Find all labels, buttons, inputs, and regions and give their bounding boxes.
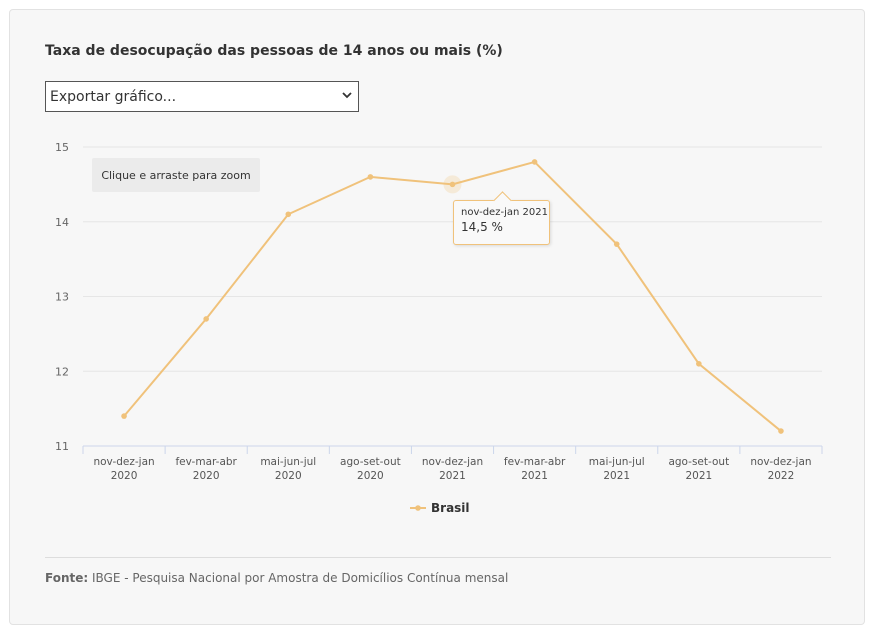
x-tick-label: ago-set-out 2021 xyxy=(668,456,729,482)
chart-title: Taxa de desocupação das pessoas de 14 an… xyxy=(45,43,503,59)
source-label: Fonte: xyxy=(45,571,89,585)
x-tick-label: nov-dez-jan 2022 xyxy=(750,456,811,482)
series-brasil xyxy=(121,159,784,434)
x-axis xyxy=(82,445,823,454)
chevron-down-icon xyxy=(342,92,352,99)
x-axis-tick-labels: nov-dez-jan 2020 fev-mar-abr 2020 mai-jun-ju… xyxy=(93,456,811,482)
zoom-hint-button[interactable]: Clique e arraste para zoom xyxy=(92,158,260,192)
data-point xyxy=(203,316,209,322)
y-tick-label: 13 xyxy=(55,291,69,304)
chart-card: Taxa de desocupação das pessoas de 14 an… xyxy=(9,9,865,625)
tooltip-value: 14,5 % xyxy=(461,220,503,234)
y-tick-label: 11 xyxy=(55,440,69,453)
x-tick-label: mai-jun-jul 2020 xyxy=(260,456,316,482)
footer-divider xyxy=(45,557,831,558)
y-tick-label: 14 xyxy=(55,216,69,229)
data-point xyxy=(449,181,456,188)
y-tick-label: 15 xyxy=(55,141,69,154)
y-tick-label: 12 xyxy=(55,365,69,378)
source-note: Fonte: IBGE - Pesquisa Nacional por Amos… xyxy=(45,571,508,585)
data-point xyxy=(778,428,784,434)
y-axis-tick-labels: 11 12 13 14 15 xyxy=(55,141,69,453)
export-chart-label: Exportar gráfico... xyxy=(50,89,177,105)
data-point xyxy=(613,241,620,247)
export-chart-select[interactable]: Exportar gráfico... xyxy=(45,81,359,112)
data-point xyxy=(531,159,538,165)
legend: Brasil xyxy=(410,501,470,515)
data-tooltip: nov-dez-jan 2021 14,5 % xyxy=(453,191,550,245)
x-tick-label: ago-set-out 2020 xyxy=(340,456,401,482)
x-tick-label: fev-mar-abr 2021 xyxy=(504,456,566,482)
data-point xyxy=(696,360,702,367)
legend-label-brasil: Brasil xyxy=(431,501,470,515)
source-text: IBGE - Pesquisa Nacional por Amostra de … xyxy=(88,571,509,585)
x-tick-label: nov-dez-jan 2020 xyxy=(93,456,154,482)
x-tick-label: mai-jun-jul 2021 xyxy=(589,456,645,482)
line-chart[interactable]: 11 12 13 14 15 nov-dez-jan 2020 fev-mar-abr 202… xyxy=(10,10,866,550)
grid-lines xyxy=(83,146,822,372)
x-tick-label: nov-dez-jan 2021 xyxy=(422,456,483,482)
data-point xyxy=(121,413,127,419)
x-tick-label: fev-mar-abr 2020 xyxy=(175,456,237,482)
tooltip-category: nov-dez-jan 2021 xyxy=(461,207,548,218)
legend-marker xyxy=(415,505,421,511)
data-point xyxy=(367,174,374,180)
data-point xyxy=(285,211,292,218)
